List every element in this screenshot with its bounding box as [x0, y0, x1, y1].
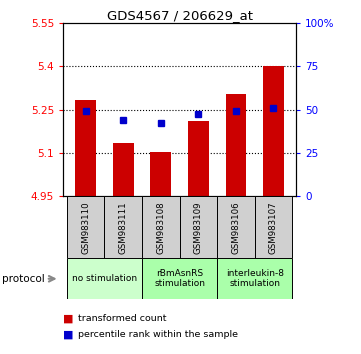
Bar: [142, 258, 217, 299]
Text: GSM983107: GSM983107: [269, 201, 278, 254]
Text: no stimulation: no stimulation: [72, 274, 137, 283]
Text: ■: ■: [63, 330, 74, 339]
Bar: [226, 94, 246, 196]
Text: GSM983111: GSM983111: [119, 201, 128, 254]
Bar: [104, 196, 142, 258]
Text: GSM983109: GSM983109: [194, 201, 203, 254]
Bar: [75, 99, 96, 196]
Bar: [263, 66, 284, 196]
Bar: [142, 196, 180, 258]
Bar: [67, 196, 104, 258]
Title: GDS4567 / 206629_at: GDS4567 / 206629_at: [106, 9, 253, 22]
Text: ■: ■: [63, 314, 74, 324]
Text: GSM983108: GSM983108: [156, 201, 165, 254]
Bar: [255, 196, 292, 258]
Text: percentile rank within the sample: percentile rank within the sample: [78, 330, 238, 339]
Text: GSM983110: GSM983110: [81, 201, 90, 254]
Text: transformed count: transformed count: [78, 314, 166, 323]
Bar: [113, 143, 134, 196]
Text: protocol: protocol: [2, 274, 44, 284]
Bar: [67, 258, 142, 299]
Text: rBmAsnRS
stimulation: rBmAsnRS stimulation: [154, 269, 205, 289]
Bar: [151, 152, 171, 196]
Bar: [188, 121, 209, 196]
Bar: [180, 196, 217, 258]
Text: interleukin-8
stimulation: interleukin-8 stimulation: [226, 269, 284, 289]
Bar: [217, 258, 292, 299]
Text: GSM983106: GSM983106: [231, 201, 240, 254]
Bar: [217, 196, 255, 258]
